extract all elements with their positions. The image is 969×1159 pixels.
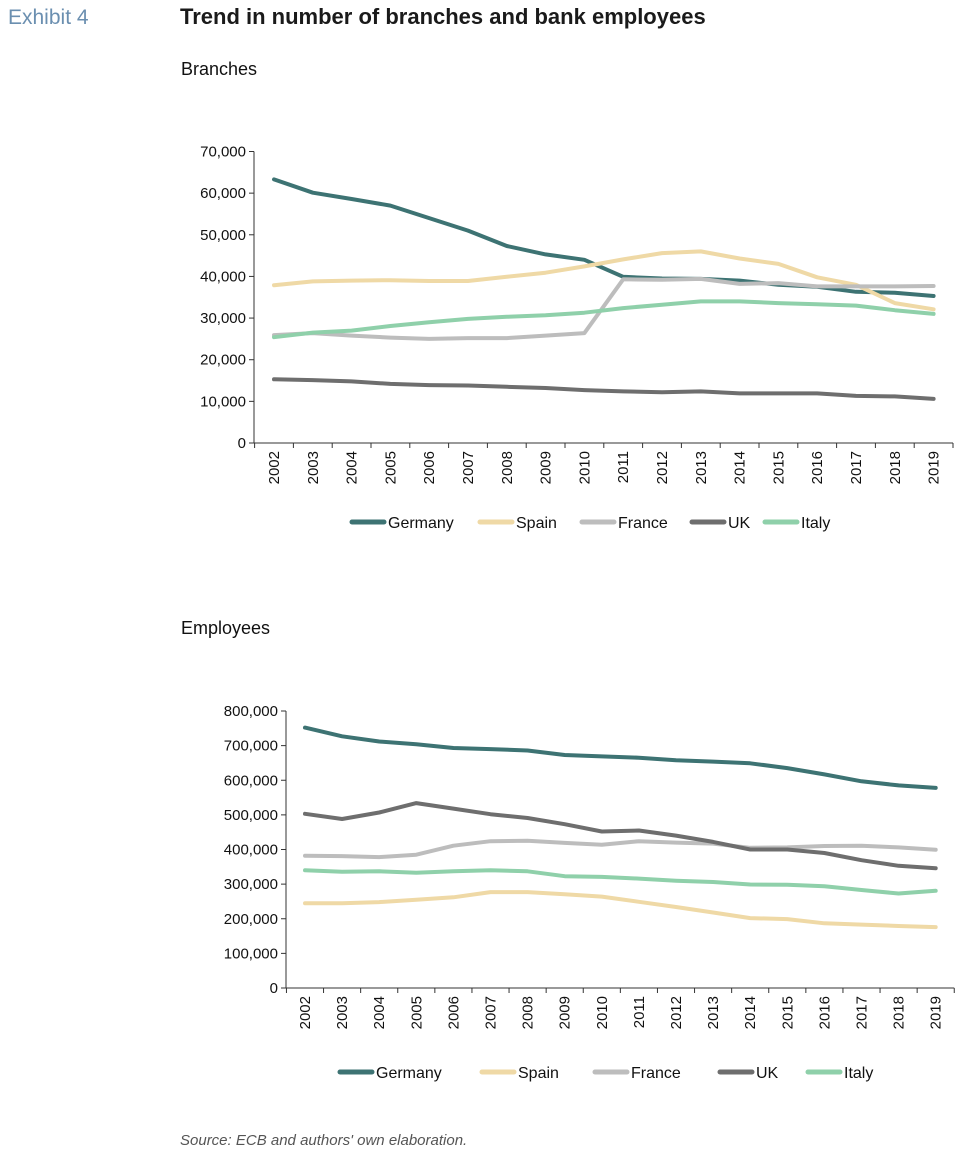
x-tick-label: 2015 — [770, 451, 787, 484]
x-tick-label: 2017 — [854, 996, 871, 1029]
x-tick-label: 2014 — [742, 996, 759, 1029]
y-tick-label: 60,000 — [200, 185, 246, 202]
x-tick-label: 2011 — [631, 996, 648, 1028]
x-tick-label: 2003 — [334, 996, 351, 1029]
x-tick-label: 2004 — [344, 451, 361, 484]
x-tick-label: 2008 — [499, 451, 516, 484]
x-tick-label: 2006 — [445, 996, 462, 1029]
series-line-germany — [303, 725, 938, 790]
legend-label-france: France — [618, 515, 668, 532]
legend-label-uk: UK — [756, 1065, 779, 1082]
x-tick-label: 2003 — [305, 451, 322, 484]
x-tick-label: 2006 — [421, 451, 438, 484]
y-tick-label: 700,000 — [224, 738, 278, 755]
y-tick-label: 10,000 — [200, 393, 246, 410]
x-tick-label: 2018 — [887, 451, 904, 484]
legend-label-spain: Spain — [518, 1065, 559, 1082]
x-tick-label: 2012 — [668, 996, 685, 1029]
page-title: Trend in number of branches and bank emp… — [180, 4, 706, 29]
y-tick-label: 500,000 — [224, 807, 278, 824]
x-tick-label: 2011 — [615, 451, 632, 483]
y-tick-label: 400,000 — [224, 842, 278, 859]
y-tick-label: 600,000 — [224, 772, 278, 789]
x-tick-label: 2008 — [520, 996, 537, 1029]
y-tick-label: 70,000 — [200, 144, 246, 161]
y-tick-label: 50,000 — [200, 227, 246, 244]
y-tick-label: 300,000 — [224, 876, 278, 893]
x-tick-label: 2014 — [732, 451, 749, 484]
series-line-france — [303, 838, 938, 860]
x-tick-label: 2010 — [576, 451, 593, 484]
x-tick-label: 2015 — [779, 996, 796, 1029]
x-tick-label: 2017 — [848, 451, 865, 484]
y-tick-label: 200,000 — [224, 911, 278, 928]
series-line-uk — [272, 377, 936, 401]
y-tick-label: 20,000 — [200, 352, 246, 369]
x-tick-label: 2019 — [928, 996, 945, 1029]
x-tick-label: 2002 — [297, 996, 314, 1029]
x-tick-label: 2009 — [538, 451, 555, 484]
x-tick-label: 2009 — [557, 996, 574, 1029]
x-tick-label: 2012 — [654, 451, 671, 484]
legend-label-italy: Italy — [844, 1065, 873, 1082]
legend-label-italy: Italy — [801, 515, 830, 532]
y-tick-label: 100,000 — [224, 945, 278, 962]
y-tick-label: 30,000 — [200, 310, 246, 327]
x-tick-label: 2018 — [891, 996, 908, 1029]
y-tick-label: 0 — [238, 435, 246, 452]
x-tick-label: 2005 — [408, 996, 425, 1029]
x-tick-label: 2007 — [460, 451, 477, 484]
x-tick-label: 2010 — [594, 996, 611, 1029]
series-line-uk — [303, 801, 938, 871]
y-tick-label: 0 — [270, 980, 278, 997]
x-tick-label: 2013 — [705, 996, 722, 1029]
branches-line-chart: 0 10,000 20,000 30,000 40,000 50,000 60,000 70,… — [200, 144, 954, 532]
x-tick-label: 2002 — [266, 451, 283, 484]
x-tick-label: 2004 — [371, 996, 388, 1029]
legend-label-france: France — [631, 1065, 681, 1082]
x-tick-label: 2005 — [382, 451, 399, 484]
source-note: Source: ECB and authors' own elaboration… — [180, 1132, 468, 1149]
x-tick-label: 2016 — [809, 451, 826, 484]
y-tick-label: 800,000 — [224, 703, 278, 720]
employees-line-chart: 0 100,000 200,000 300,000 400,000 500,000 600,… — [224, 703, 955, 1082]
legend-label-germany: Germany — [376, 1065, 442, 1082]
employees-chart-title: Employees — [181, 618, 271, 638]
x-tick-label: 2007 — [483, 996, 500, 1029]
y-tick-label: 40,000 — [200, 268, 246, 285]
x-tick-label: 2013 — [693, 451, 710, 484]
series-line-italy — [303, 868, 938, 896]
legend-label-germany: Germany — [388, 515, 454, 532]
branches-chart-title: Branches — [181, 59, 258, 79]
exhibit-label: Exhibit 4 — [8, 6, 89, 29]
series-line-spain — [272, 249, 936, 312]
series-line-france — [272, 276, 936, 341]
series-line-spain — [303, 890, 938, 930]
series-line-italy — [272, 299, 936, 340]
legend-label-uk: UK — [728, 515, 751, 532]
x-tick-label: 2016 — [816, 996, 833, 1029]
legend-label-spain: Spain — [516, 515, 557, 532]
x-tick-label: 2019 — [926, 451, 943, 484]
